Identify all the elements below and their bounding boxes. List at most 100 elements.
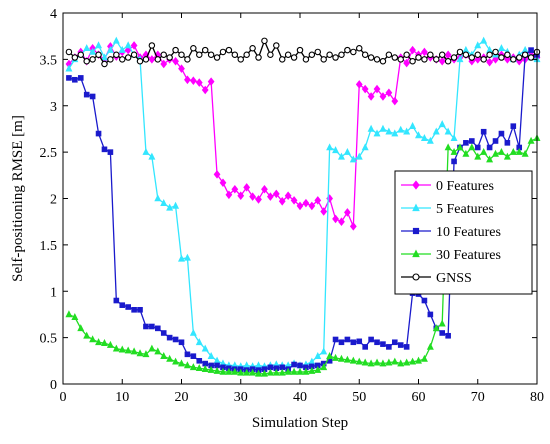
data-point-0-features: [367, 92, 375, 101]
data-point-30-features: [95, 338, 103, 346]
legend-marker: [412, 227, 420, 235]
data-point-10-features: [403, 344, 410, 350]
data-point-30-features: [118, 345, 126, 353]
data-point-5-features: [189, 328, 197, 336]
x-tick-label: 70: [471, 390, 485, 405]
data-point-gnss: [255, 54, 262, 61]
data-point-10-features: [350, 339, 357, 346]
data-point-10-features: [368, 336, 374, 343]
data-point-5-features: [497, 44, 505, 52]
data-point-30-features: [462, 149, 470, 157]
data-point-30-features: [332, 353, 340, 361]
data-point-5-features: [183, 253, 191, 261]
data-point-gnss: [65, 48, 73, 56]
data-point-10-features: [77, 75, 84, 81]
data-point-5-features: [95, 41, 103, 49]
data-point-5-features: [409, 121, 417, 129]
data-point-10-features: [474, 144, 481, 151]
legend-entry-30-features: 30 Features: [401, 248, 501, 263]
data-point-5-features: [343, 147, 351, 155]
data-point-30-features: [207, 365, 215, 373]
data-point-5-features: [426, 136, 434, 144]
data-point-5-features: [397, 125, 405, 133]
data-point-5-features: [373, 129, 381, 137]
data-point-gnss: [89, 56, 96, 63]
data-point-5-features: [148, 152, 156, 160]
data-point-0-features: [272, 189, 280, 199]
data-point-gnss: [219, 48, 227, 56]
data-point-gnss: [332, 54, 339, 61]
x-tick-label: 20: [175, 390, 189, 405]
data-point-0-features: [314, 196, 322, 205]
data-point-30-features: [243, 368, 251, 376]
y-tick-label: 3.5: [40, 53, 58, 68]
data-point-gnss: [184, 56, 191, 63]
data-point-5-features: [444, 127, 452, 135]
data-point-gnss: [492, 48, 499, 56]
data-point-5-features: [100, 53, 108, 61]
data-point-gnss: [124, 54, 132, 61]
data-point-30-features: [172, 357, 180, 365]
data-point-0-features: [266, 192, 274, 201]
data-point-10-features: [338, 339, 345, 346]
data-point-30-features: [249, 368, 257, 376]
data-point-30-features: [349, 356, 357, 364]
data-point-0-features: [302, 198, 310, 208]
data-point-0-features: [207, 77, 215, 86]
y-tick-label: 3: [50, 100, 57, 115]
y-tick-label: 0.5: [40, 332, 58, 347]
legend-label: GNSS: [436, 271, 472, 286]
data-point-10-features: [362, 344, 368, 350]
data-point-0-features: [332, 214, 339, 224]
data-point-10-features: [451, 158, 457, 165]
data-point-0-features: [261, 184, 268, 194]
data-point-gnss: [71, 54, 79, 61]
legend-label: 10 Features: [436, 225, 501, 240]
data-point-5-features: [480, 36, 488, 44]
data-point-gnss: [166, 54, 173, 61]
data-point-0-features: [385, 88, 393, 98]
legend-marker: [412, 203, 420, 212]
data-point-30-features: [189, 363, 197, 371]
data-point-gnss: [308, 51, 316, 58]
data-point-gnss: [391, 54, 399, 61]
data-point-0-features: [361, 84, 369, 94]
data-point-10-features: [463, 140, 469, 146]
data-point-gnss: [515, 54, 523, 61]
data-point-5-features: [379, 124, 387, 132]
data-point-gnss: [290, 54, 298, 61]
data-point-30-features: [314, 365, 322, 373]
y-tick-label: 2: [50, 193, 57, 208]
data-point-0-features: [409, 45, 416, 55]
data-point-30-features: [213, 366, 221, 374]
data-point-30-features: [71, 313, 79, 321]
data-point-gnss: [350, 48, 357, 56]
data-point-gnss: [296, 46, 304, 54]
data-point-10-features: [66, 75, 72, 81]
data-point-10-features: [149, 323, 155, 330]
x-tick-label: 10: [115, 390, 129, 405]
data-point-30-features: [195, 364, 203, 372]
data-point-gnss: [521, 51, 529, 58]
data-point-5-features: [337, 152, 345, 160]
data-point-5-features: [326, 143, 334, 151]
data-point-10-features: [380, 341, 386, 347]
data-point-gnss: [225, 46, 233, 54]
data-point-gnss: [468, 54, 476, 61]
data-point-10-features: [196, 358, 203, 364]
data-point-10-features: [131, 306, 137, 313]
data-point-10-features: [386, 344, 392, 350]
data-point-30-features: [367, 359, 375, 367]
data-point-gnss: [367, 54, 375, 61]
data-point-30-features: [320, 363, 328, 371]
data-point-30-features: [83, 331, 91, 339]
data-point-30-features: [166, 354, 174, 362]
data-point-30-features: [438, 319, 446, 327]
data-point-30-features: [237, 368, 245, 376]
data-point-gnss: [462, 51, 470, 58]
legend-marker: [412, 180, 420, 190]
data-point-30-features: [296, 367, 304, 375]
data-point-0-features: [255, 195, 262, 204]
data-point-gnss: [261, 37, 268, 45]
x-tick-label: 30: [234, 390, 248, 405]
